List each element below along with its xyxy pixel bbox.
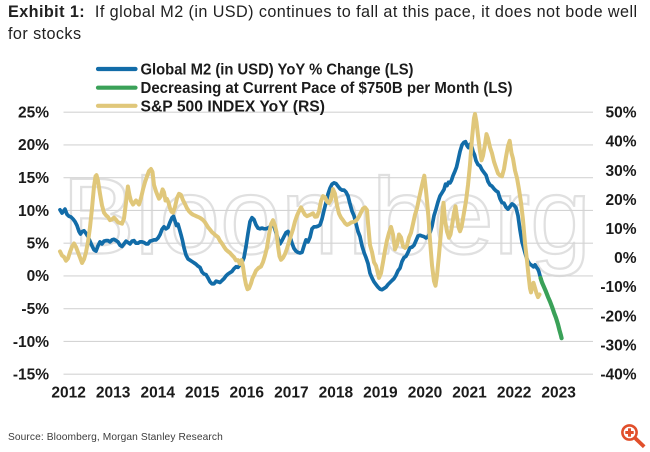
- svg-text:-40%: -40%: [600, 367, 636, 384]
- svg-text:2019: 2019: [363, 385, 398, 402]
- svg-text:-5%: -5%: [21, 301, 49, 318]
- svg-text:2014: 2014: [140, 385, 175, 402]
- svg-text:Decreasing at Current Pace of: Decreasing at Current Pace of $750B per …: [141, 80, 513, 97]
- svg-text:0%: 0%: [614, 250, 637, 267]
- svg-text:40%: 40%: [605, 134, 636, 151]
- svg-text:S&P 500 INDEX YoY (RS): S&P 500 INDEX YoY (RS): [141, 98, 326, 115]
- svg-text:25%: 25%: [18, 105, 49, 122]
- svg-text:2017: 2017: [274, 385, 308, 402]
- svg-text:30%: 30%: [605, 163, 636, 180]
- svg-text:2021: 2021: [452, 385, 487, 402]
- svg-text:-10%: -10%: [13, 334, 49, 351]
- svg-text:2012: 2012: [51, 385, 85, 402]
- svg-text:2022: 2022: [497, 385, 531, 402]
- svg-text:5%: 5%: [27, 236, 50, 253]
- svg-text:-15%: -15%: [13, 367, 49, 384]
- svg-text:2023: 2023: [541, 385, 576, 402]
- svg-text:50%: 50%: [605, 105, 636, 122]
- svg-text:Bloomberg: Bloomberg: [62, 156, 591, 278]
- svg-text:2018: 2018: [319, 385, 354, 402]
- svg-text:20%: 20%: [18, 137, 49, 154]
- svg-text:10%: 10%: [605, 221, 636, 238]
- svg-text:2020: 2020: [408, 385, 442, 402]
- svg-text:-20%: -20%: [600, 308, 636, 325]
- svg-text:15%: 15%: [18, 170, 49, 187]
- svg-text:2015: 2015: [185, 385, 220, 402]
- svg-text:-10%: -10%: [600, 279, 636, 296]
- svg-text:Global M2 (in USD) YoY % Chang: Global M2 (in USD) YoY % Change (LS): [141, 62, 414, 79]
- svg-text:2013: 2013: [96, 385, 131, 402]
- svg-text:-30%: -30%: [600, 337, 636, 354]
- svg-text:20%: 20%: [605, 192, 636, 209]
- svg-text:0%: 0%: [27, 268, 50, 285]
- svg-text:2016: 2016: [230, 385, 265, 402]
- svg-text:10%: 10%: [18, 203, 49, 220]
